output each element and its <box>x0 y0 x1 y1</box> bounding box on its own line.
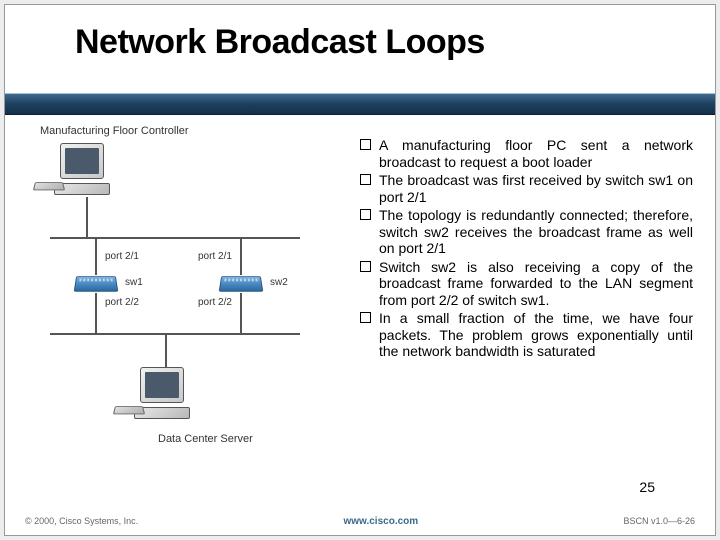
slide-number: 25 <box>639 479 655 495</box>
bullet-text: The topology is redundantly connected; t… <box>379 207 693 257</box>
label-port: port 2/1 <box>105 251 139 262</box>
network-diagram: Manufacturing Floor Controller port 2/1 … <box>5 115 360 495</box>
bullet-item: The broadcast was first received by swit… <box>360 172 693 205</box>
line-segment <box>86 197 88 237</box>
bullet-text: A manufacturing floor PC sent a network … <box>379 137 693 170</box>
line-segment <box>165 333 167 367</box>
computer-icon-top <box>60 143 110 195</box>
footer-copyright: © 2000, Cisco Systems, Inc. <box>25 516 138 526</box>
bullet-text-area: A manufacturing floor PC sent a network … <box>360 115 715 495</box>
label-port: port 2/2 <box>198 297 232 308</box>
switch-icon-sw2 <box>219 276 264 291</box>
bullet-text: In a small fraction of the time, we have… <box>379 310 693 360</box>
line-segment <box>95 293 97 333</box>
bullet-marker-icon <box>360 312 371 323</box>
label-sw1: sw1 <box>125 277 143 288</box>
bullet-item: In a small fraction of the time, we have… <box>360 310 693 360</box>
label-top-device: Manufacturing Floor Controller <box>40 125 189 137</box>
line-segment <box>240 237 242 275</box>
slide: Network Broadcast Loops Manufacturing Fl… <box>4 4 716 536</box>
bullet-list: A manufacturing floor PC sent a network … <box>360 137 693 360</box>
line-segment <box>240 293 242 333</box>
bullet-text: Switch sw2 is also receiving a copy of t… <box>379 259 693 309</box>
footer-url: www.cisco.com <box>344 516 419 527</box>
footer-course-ref: BSCN v1.0—6-26 <box>623 516 695 526</box>
bullet-marker-icon <box>360 209 371 220</box>
computer-icon-bottom <box>140 367 190 419</box>
slide-title: Network Broadcast Loops <box>5 5 715 62</box>
label-bottom-device: Data Center Server <box>158 433 253 445</box>
line-segment <box>50 237 300 239</box>
label-port: port 2/2 <box>105 297 139 308</box>
bullet-item: The topology is redundantly connected; t… <box>360 207 693 257</box>
line-segment <box>95 237 97 275</box>
bullet-marker-icon <box>360 261 371 272</box>
line-segment <box>50 333 300 335</box>
footer: © 2000, Cisco Systems, Inc. www.cisco.co… <box>5 507 715 535</box>
label-sw2: sw2 <box>270 277 288 288</box>
switch-icon-sw1 <box>74 276 119 291</box>
bullet-item: A manufacturing floor PC sent a network … <box>360 137 693 170</box>
content-area: Manufacturing Floor Controller port 2/1 … <box>5 115 715 495</box>
bullet-marker-icon <box>360 139 371 150</box>
bullet-marker-icon <box>360 174 371 185</box>
title-decorative-band <box>5 93 715 115</box>
bullet-item: Switch sw2 is also receiving a copy of t… <box>360 259 693 309</box>
bullet-text: The broadcast was first received by swit… <box>379 172 693 205</box>
label-port: port 2/1 <box>198 251 232 262</box>
title-area: Network Broadcast Loops <box>5 5 715 115</box>
